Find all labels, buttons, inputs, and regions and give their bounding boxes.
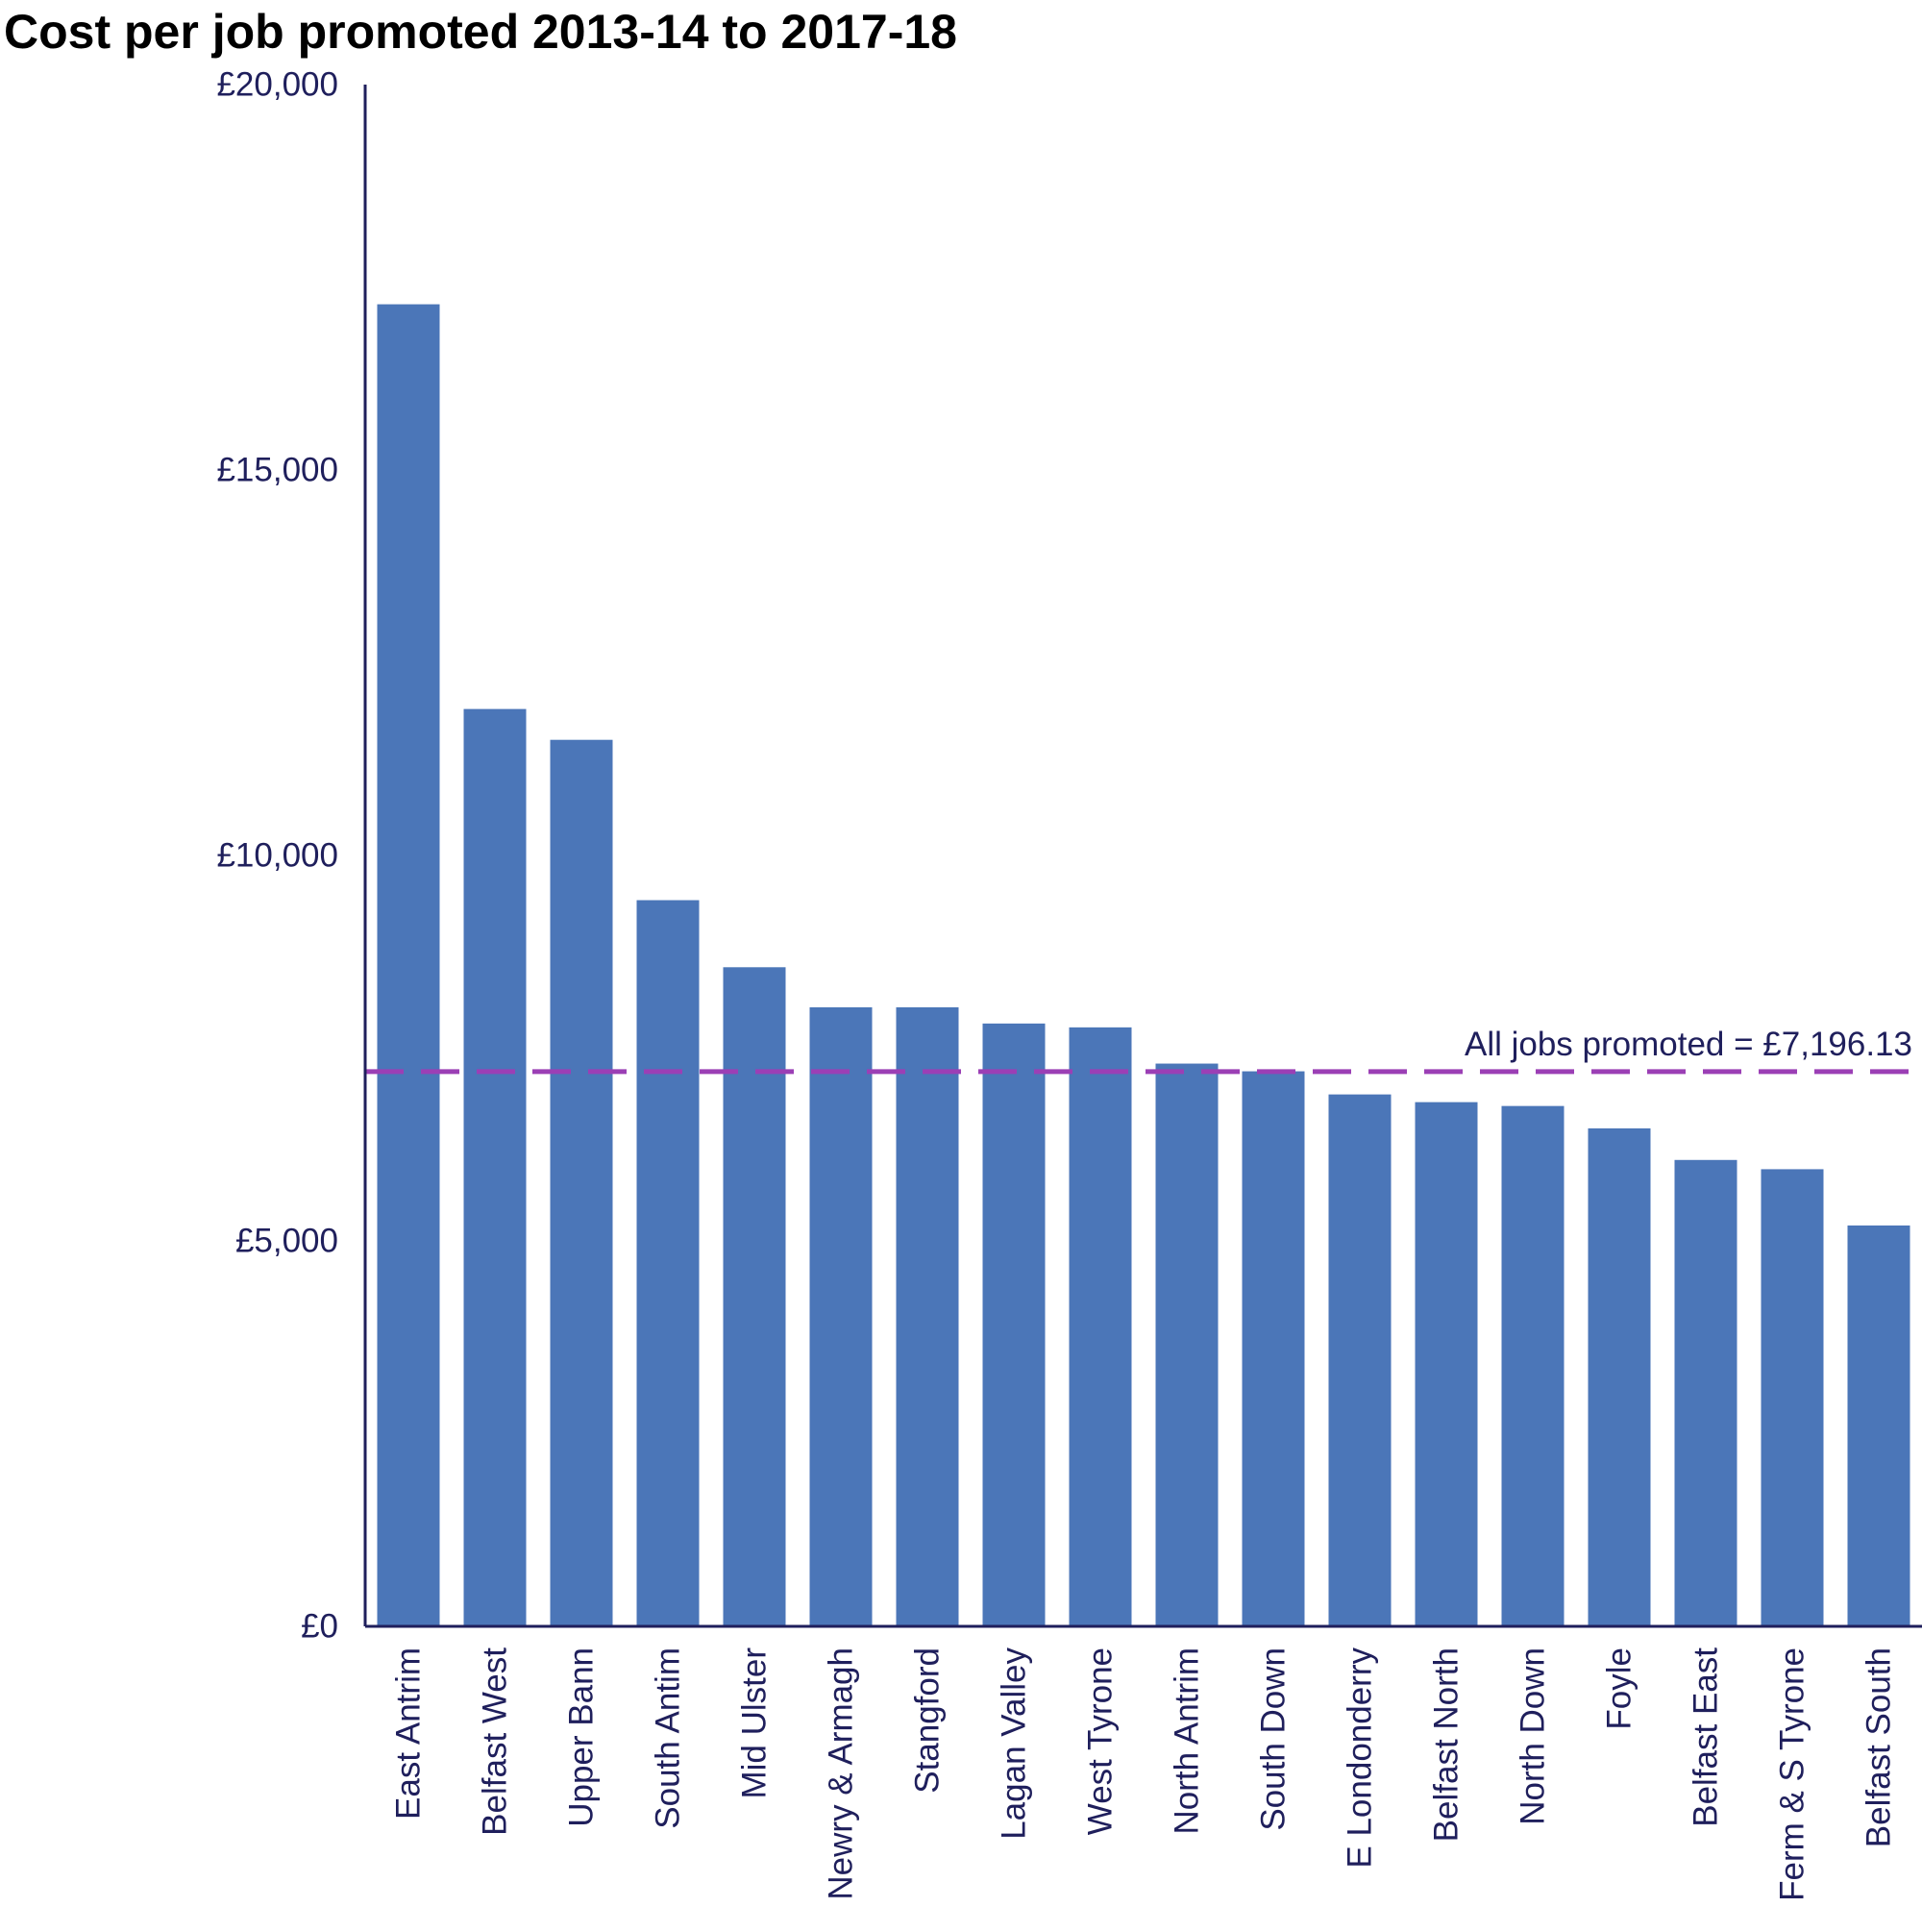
x-tick-label: Belfast South xyxy=(1860,1647,1898,1847)
x-tick-label: Foyle xyxy=(1601,1647,1639,1730)
x-tick-label: Newry & Armagh xyxy=(823,1647,860,1900)
bar-8 xyxy=(1069,1027,1132,1626)
x-tick-label: E Londonderry xyxy=(1342,1647,1379,1869)
bar-7 xyxy=(982,1023,1046,1626)
x-tick-label: Stangford xyxy=(909,1647,947,1794)
y-tick-label: £5,000 xyxy=(235,1223,338,1260)
y-tick-label: £15,000 xyxy=(216,452,338,489)
x-tick-label: North Antrim xyxy=(1169,1647,1206,1835)
x-tick-label: East Antrim xyxy=(390,1647,428,1820)
x-tick-label: Belfast West xyxy=(477,1647,514,1836)
reference-line-layer: All jobs promoted = £7,196.13 xyxy=(365,1026,1922,1075)
bar-15 xyxy=(1674,1159,1737,1626)
bar-11 xyxy=(1328,1094,1392,1626)
axis-layer xyxy=(363,85,1922,1628)
y-tick-label: £10,000 xyxy=(216,837,338,875)
x-tick-label: South Down xyxy=(1255,1647,1293,1831)
x-tick-label: South Antim xyxy=(650,1647,687,1829)
x-category-labels: East Antrim Belfast West Upper Bann South A… xyxy=(390,1647,1898,1901)
x-tick-label: Upper Bann xyxy=(563,1647,601,1827)
bar-17 xyxy=(1847,1225,1910,1626)
bar-5 xyxy=(809,1006,873,1626)
x-tick-label: Lagan Valley xyxy=(996,1647,1033,1840)
x-tick-label: Belfast North xyxy=(1428,1647,1466,1842)
bar-13 xyxy=(1501,1105,1565,1626)
x-tick-label: Mid Ulster xyxy=(736,1647,774,1799)
bar-1 xyxy=(463,708,527,1626)
x-tick-label: West Tyrone xyxy=(1082,1647,1120,1835)
y-tick-label: £0 xyxy=(301,1608,338,1646)
bar-4 xyxy=(723,967,786,1626)
reference-line-label: All jobs promoted = £7,196.13 xyxy=(1465,1026,1912,1063)
bar-10 xyxy=(1242,1071,1305,1626)
bar-16 xyxy=(1761,1169,1824,1626)
bar-6 xyxy=(896,1006,959,1626)
x-tick-label: North Down xyxy=(1515,1647,1552,1825)
bar-2 xyxy=(550,739,613,1626)
bar-3 xyxy=(636,900,700,1626)
y-tick-label: £20,000 xyxy=(216,66,338,104)
bar-12 xyxy=(1415,1102,1478,1626)
bar-14 xyxy=(1588,1127,1651,1626)
bar-0 xyxy=(377,304,440,1626)
y-tick-labels: £0 £5,000 £10,000 £15,000 £20,000 xyxy=(216,66,338,1646)
bars-layer xyxy=(377,304,1910,1626)
chart-title: Cost per job promoted 2013-14 to 2017-18 xyxy=(4,5,957,59)
bar-9 xyxy=(1155,1063,1219,1626)
x-tick-label: Ferm & S Tyrone xyxy=(1774,1647,1811,1901)
x-tick-label: Belfast East xyxy=(1688,1647,1725,1827)
